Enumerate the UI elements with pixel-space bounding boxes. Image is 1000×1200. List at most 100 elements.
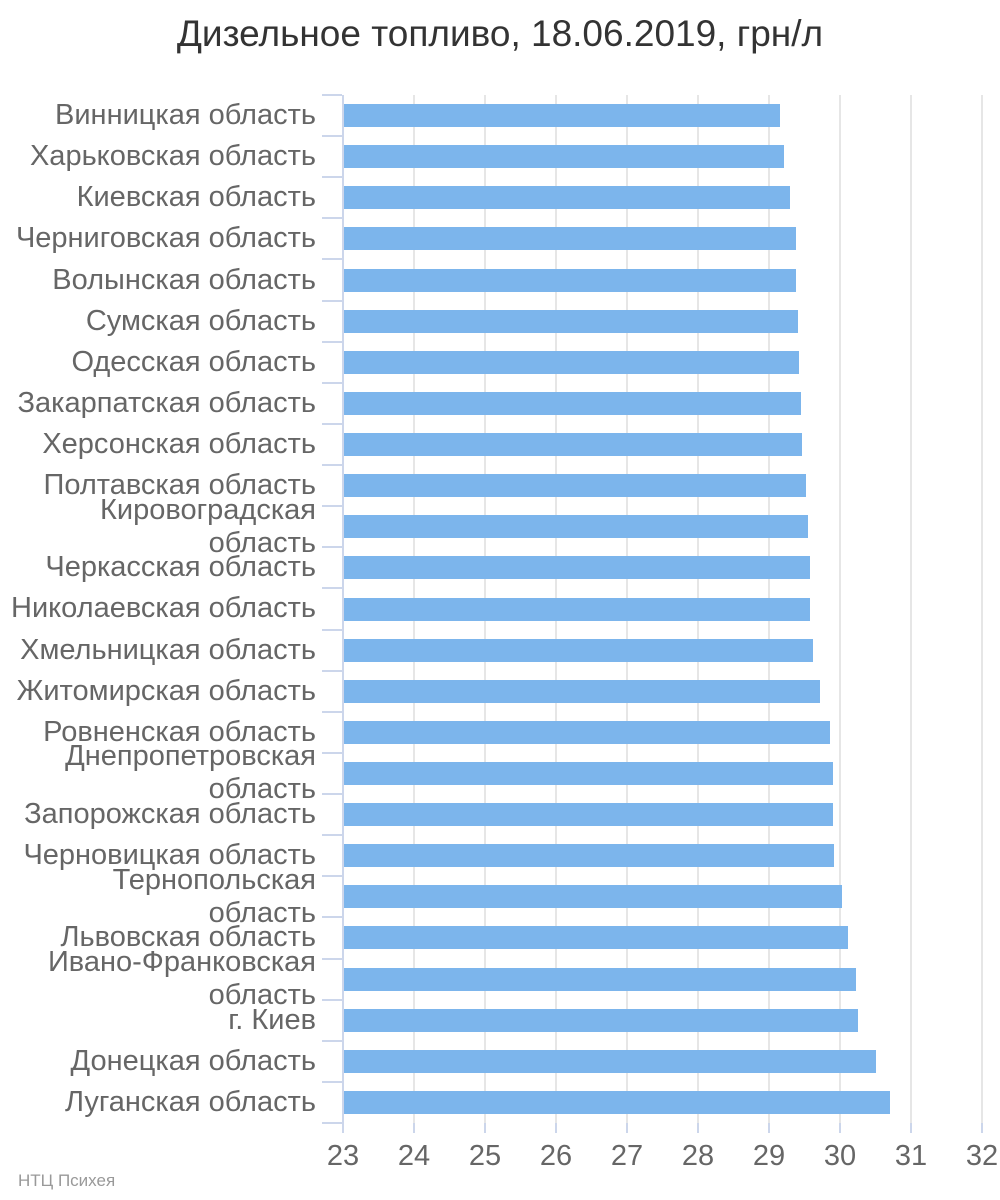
bar[interactable] xyxy=(344,227,796,251)
gridline xyxy=(981,95,984,1123)
gridline xyxy=(910,95,913,1123)
chart-title: Дизельное топливо, 18.06.2019, грн/л xyxy=(176,13,824,54)
x-tick-label: 29 xyxy=(752,1140,786,1172)
bar[interactable] xyxy=(344,186,790,210)
bar[interactable] xyxy=(344,1049,876,1073)
value-axis-tick xyxy=(626,1123,628,1133)
category-axis-tick xyxy=(322,587,342,590)
category-axis-line xyxy=(342,95,344,1123)
value-axis-tick xyxy=(555,1123,557,1133)
bar[interactable] xyxy=(344,761,833,785)
category-label: Сумская область xyxy=(85,304,316,337)
category-label: Черниговская область xyxy=(15,222,316,255)
bar[interactable] xyxy=(344,844,834,868)
category-label: Тернопольская область xyxy=(112,863,316,929)
category-axis-tick xyxy=(322,916,342,919)
bar[interactable] xyxy=(344,515,808,539)
category-axis-tick xyxy=(322,834,342,837)
bar[interactable] xyxy=(344,885,842,909)
category-label: Ровненская область xyxy=(43,715,316,748)
x-tick-label: 27 xyxy=(610,1140,644,1172)
value-axis-tick xyxy=(839,1123,842,1133)
bar[interactable] xyxy=(344,104,780,128)
category-axis-tick xyxy=(322,422,342,425)
category-label: Черкасская область xyxy=(45,551,316,584)
category-axis-tick xyxy=(322,464,342,467)
category-axis-tick xyxy=(322,793,342,796)
plot-area xyxy=(322,94,986,1133)
category-axis-tick xyxy=(322,546,342,549)
category-axis-tick xyxy=(322,957,342,960)
category-label: Одесская область xyxy=(71,345,316,378)
category-axis-tick xyxy=(322,299,342,302)
bar[interactable] xyxy=(344,145,785,169)
category-label: Днепропетровская область xyxy=(65,740,316,806)
category-label: Винницкая область xyxy=(55,99,316,132)
category-axis-tick xyxy=(322,998,342,1001)
bar[interactable] xyxy=(344,309,799,333)
category-label: Житомирская область xyxy=(16,674,316,707)
bar[interactable] xyxy=(344,967,856,991)
category-axis-tick xyxy=(322,94,342,96)
bar[interactable] xyxy=(344,474,807,498)
category-label: Запорожская область xyxy=(24,798,316,831)
value-axis-tick xyxy=(981,1123,984,1133)
bar[interactable] xyxy=(344,1008,859,1032)
category-label: Николаевская область xyxy=(11,592,316,625)
category-label: Волынская область xyxy=(52,263,316,296)
category-label: Харьковская область xyxy=(29,140,316,173)
value-axis-tick xyxy=(697,1123,700,1133)
category-axis-tick xyxy=(322,751,342,754)
category-label: Львовская область xyxy=(60,921,316,954)
category-axis-tick xyxy=(322,217,342,220)
category-axis-tick xyxy=(322,258,342,261)
category-axis-tick xyxy=(322,875,342,878)
category-label: Киевская область xyxy=(76,181,316,214)
category-axis-tick xyxy=(322,628,342,631)
bar[interactable] xyxy=(344,556,810,580)
category-axis-tick xyxy=(322,1122,342,1124)
category-label: Кировоградская область xyxy=(100,493,316,559)
category-label: Донецкая область xyxy=(70,1044,316,1077)
category-axis-tick xyxy=(322,1039,342,1042)
value-axis-tick xyxy=(910,1123,913,1133)
gridline xyxy=(839,95,842,1123)
value-axis-tick xyxy=(342,1123,344,1133)
bar[interactable] xyxy=(344,268,797,292)
bar[interactable] xyxy=(344,391,801,415)
x-tick-label: 26 xyxy=(539,1140,573,1172)
bar[interactable] xyxy=(344,926,849,950)
category-axis-tick xyxy=(322,381,342,384)
category-axis-tick xyxy=(322,669,342,672)
bar[interactable] xyxy=(344,1090,890,1114)
bar[interactable] xyxy=(344,720,831,744)
bar[interactable] xyxy=(344,350,800,374)
category-label: Полтавская область xyxy=(43,469,316,502)
category-label: Хмельницкая область xyxy=(20,633,316,666)
x-tick-label: 23 xyxy=(326,1140,360,1172)
value-axis-tick xyxy=(768,1123,771,1133)
x-tick-label: 31 xyxy=(894,1140,928,1172)
x-tick-label: 24 xyxy=(397,1140,431,1172)
category-axis-tick xyxy=(322,340,342,343)
bar[interactable] xyxy=(344,597,811,621)
category-axis-tick xyxy=(322,1080,342,1083)
category-label: г. Киев xyxy=(228,1003,316,1036)
x-tick-label: 25 xyxy=(468,1140,502,1172)
value-axis-tick xyxy=(484,1123,486,1133)
x-tick-label: 30 xyxy=(823,1140,857,1172)
bar[interactable] xyxy=(344,679,820,703)
category-axis-tick xyxy=(322,710,342,713)
bar[interactable] xyxy=(344,638,813,662)
category-axis-tick xyxy=(322,135,342,138)
category-label: Херсонская область xyxy=(42,428,316,460)
category-label: Закарпатская область xyxy=(17,386,316,419)
category-label: Ивано-Франковская область xyxy=(47,946,316,1012)
credits-label: НТЦ Психея xyxy=(18,1171,116,1190)
category-axis-tick xyxy=(322,176,342,179)
bar[interactable] xyxy=(344,803,834,827)
category-label: Луганская область xyxy=(64,1085,316,1118)
value-axis-tick xyxy=(413,1123,415,1133)
bar[interactable] xyxy=(344,433,802,457)
